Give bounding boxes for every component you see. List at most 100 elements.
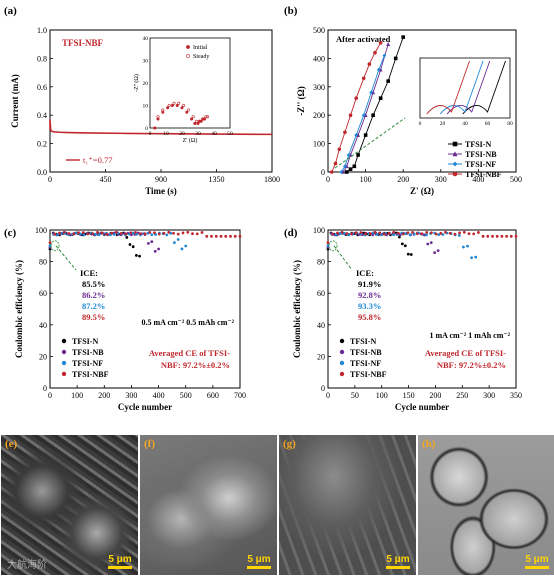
impedance-line	[331, 42, 382, 173]
panel-c-chart: (c) 0 100 200 300 400 500 600 700 0 20 40 60 80 100 Cyc…	[4, 226, 246, 412]
inset-point	[180, 106, 184, 110]
scale-bar: 5 μm	[525, 554, 549, 569]
ce-point	[400, 242, 404, 246]
ce-point	[82, 233, 86, 237]
legend-label: TFSI-NBF	[465, 170, 502, 179]
panel-b-annotation: After activated	[336, 34, 391, 44]
averaged-ce-line1: Averaged CE of TFSI-	[425, 348, 506, 358]
impedance-point	[363, 133, 368, 137]
ce-point	[439, 231, 443, 235]
inset-x-tick-label: 50	[227, 131, 233, 137]
ce-point	[150, 233, 154, 237]
inset-point	[182, 104, 186, 108]
ce-point	[441, 233, 445, 236]
impedance-point	[378, 96, 383, 100]
ce-point	[58, 231, 61, 235]
averaged-ce-line1: Averaged CE of TFSI-	[149, 348, 230, 358]
ce-point	[48, 241, 52, 245]
sem-label-e: (e)	[5, 438, 18, 450]
scale-bar-label: 5 μm	[525, 554, 549, 565]
ce-point	[67, 232, 71, 235]
x-tick-label: 300	[435, 175, 447, 184]
x-tick-label: 1350	[209, 175, 225, 184]
ce-point	[91, 232, 95, 236]
ce-point	[219, 234, 223, 238]
panel-c-label: (c)	[4, 227, 17, 239]
ce-point	[138, 254, 141, 258]
panel-b-inset: 0 20 40 60 80	[419, 57, 513, 127]
ce-point	[134, 230, 137, 234]
inset-frame	[419, 57, 511, 119]
ce-point	[425, 233, 428, 237]
inset-curve	[439, 60, 484, 115]
ce-point	[128, 243, 132, 246]
x-axis-label: Time (s)	[145, 186, 177, 196]
ce-point	[433, 251, 437, 254]
ice-guide	[55, 245, 77, 271]
ce-point	[191, 232, 194, 236]
ice-value: 93.3%	[358, 301, 381, 311]
legend-label: TFSI-NF	[350, 359, 381, 368]
inset-point	[196, 122, 200, 126]
scale-bar-label: 5 μm	[386, 554, 410, 565]
y-tick-label: 500	[313, 26, 325, 35]
ce-point	[184, 244, 188, 248]
impedance-point	[378, 40, 383, 45]
averaged-ce-line2: NBF: 97.2%±0.2%	[437, 360, 506, 370]
y-axis-label: Coulombic efficiency (%)	[292, 260, 302, 358]
legend-marker	[339, 349, 345, 355]
inset-point	[198, 119, 202, 123]
impedance-point	[337, 147, 342, 152]
legend-marker	[339, 338, 345, 344]
plot-frame	[327, 29, 517, 173]
legend-label: TFSI-NB	[465, 150, 497, 159]
ice-value: 91.9%	[358, 279, 381, 289]
inset-point	[193, 122, 197, 126]
scale-bar-label: 5 μm	[108, 554, 132, 565]
scale-bar-line	[525, 566, 549, 569]
inset-y-tick-label: 0	[145, 126, 148, 132]
ce-point	[458, 231, 461, 235]
y-tick-label: 60	[317, 289, 325, 298]
x-tick-label: 900	[155, 175, 167, 184]
x-tick-label: 700	[234, 391, 246, 400]
inset-point	[201, 117, 205, 121]
ce-point	[420, 232, 424, 236]
inset-point	[185, 110, 189, 114]
figure-charts: (a) 0 450 900 1350 1800 0.0 0.2 0.4 0.6 0.8 1.0 Time…	[4, 5, 522, 412]
ce-point	[129, 231, 133, 235]
ce-point	[354, 231, 358, 234]
ce-point	[134, 253, 138, 257]
ce-point	[205, 234, 209, 238]
legend-label: TFSI-NF	[465, 160, 496, 169]
panel-b-label: (b)	[284, 5, 298, 17]
ce-point	[77, 231, 80, 234]
ce-point	[509, 234, 513, 238]
x-tick-label: 150	[403, 391, 415, 400]
y-tick-label: 0	[43, 384, 47, 393]
scale-bar: 5 μm	[247, 554, 271, 569]
ice-guide	[333, 245, 353, 271]
ce-point	[326, 241, 330, 245]
y-tick-label: 400	[313, 54, 325, 63]
y-axis-label: -Z'' (Ω)	[296, 86, 306, 115]
impedance-point	[346, 153, 351, 157]
ce-point	[186, 230, 190, 234]
plot-frame	[327, 229, 517, 389]
legend-marker	[452, 151, 458, 157]
legend-label: TFSI-NBF	[350, 370, 387, 379]
inset-y-tick-label: 40	[143, 36, 149, 42]
panel-a-inset: 0 10 20 30 40 50 0 10 20 30 40 Z' (Ω) -Z'' (Ω) Initia…	[133, 36, 233, 144]
ce-point	[466, 244, 469, 248]
x-axis-label: Cycle number	[118, 402, 172, 412]
ce-point	[453, 232, 457, 236]
ce-point	[195, 232, 199, 236]
ce-point	[343, 231, 346, 235]
ce-point	[436, 249, 440, 252]
impedance-point	[376, 67, 381, 72]
ice-value: 87.2%	[82, 301, 105, 311]
ce-point	[495, 234, 499, 238]
x-tick-label: 500	[510, 175, 522, 184]
x-tick-label: 0	[48, 175, 52, 184]
legend-marker	[61, 338, 67, 344]
